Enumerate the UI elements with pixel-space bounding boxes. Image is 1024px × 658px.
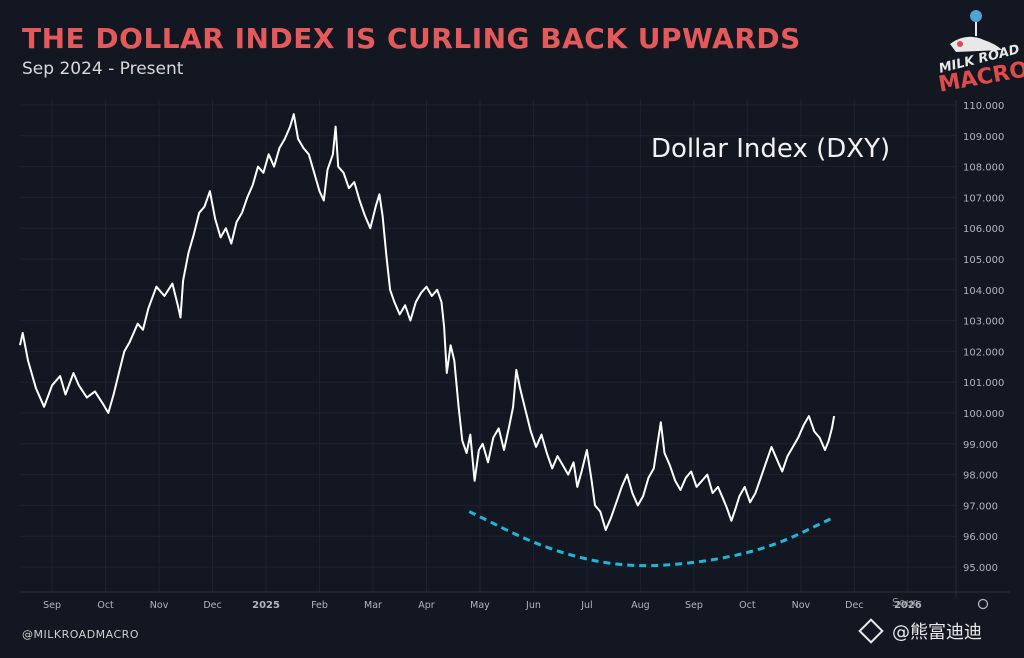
watermark-text: @熊富迪迪 [892, 622, 982, 643]
dxy-series-line [19, 113, 836, 531]
x-tick-label: May [470, 600, 490, 611]
y-tick-label: 102.000 [963, 347, 1004, 358]
y-tick-label: 101.000 [963, 378, 1004, 389]
y-tick-label: 98.000 [963, 471, 998, 482]
series-annotation-label: Dollar Index (DXY) [651, 134, 890, 164]
y-tick-label: 108.000 [963, 163, 1004, 174]
y-tick-label: 105.000 [963, 255, 1004, 266]
x-tick-label: Dec [845, 600, 863, 611]
x-tick-label: Jun [525, 600, 541, 611]
y-tick-label: 107.000 [963, 193, 1004, 204]
x-tick-label: Sep [685, 600, 703, 611]
x-tick-label: Aug [631, 600, 650, 611]
trend-curve-dashed [468, 510, 834, 568]
y-tick-label: 99.000 [963, 440, 998, 451]
source-label: Sour [892, 596, 918, 609]
y-tick-label: 97.000 [963, 501, 998, 512]
x-tick-label: Nov [792, 600, 811, 611]
watermark: @熊富迪迪 [858, 618, 982, 644]
x-tick-label: Oct [739, 600, 756, 611]
logo-mascot-icon [950, 10, 1002, 52]
milk-road-macro-logo: MILK ROAD MACRO [936, 6, 1024, 98]
y-tick-label: 110.000 [963, 101, 1004, 112]
x-tick-label: Sep [43, 600, 61, 611]
settings-icon[interactable] [977, 598, 989, 610]
chart-subtitle: Sep 2024 - Present [22, 59, 184, 79]
y-tick-label: 103.000 [963, 317, 1004, 328]
x-tick-label: 2026 [894, 600, 922, 611]
x-tick-label: Oct [97, 600, 114, 611]
chart-title: THE DOLLAR INDEX IS CURLING BACK UPWARDS [22, 22, 801, 55]
footer-handle: @MILKROADMACRO [22, 628, 139, 641]
y-tick-label: 96.000 [963, 532, 998, 543]
x-tick-label: Dec [203, 600, 221, 611]
x-tick-label: Jul [580, 600, 592, 611]
x-tick-label: 2025 [252, 600, 280, 611]
y-tick-label: 106.000 [963, 224, 1004, 235]
x-tick-label: Feb [311, 600, 328, 611]
x-tick-label: Mar [364, 600, 382, 611]
x-tick-label: Nov [150, 600, 169, 611]
x-tick-label: Apr [418, 600, 435, 611]
y-tick-label: 109.000 [963, 132, 1004, 143]
y-tick-label: 100.000 [963, 409, 1004, 420]
watermark-logo-icon [858, 618, 884, 644]
y-tick-label: 104.000 [963, 286, 1004, 297]
y-tick-label: 95.000 [963, 563, 998, 574]
